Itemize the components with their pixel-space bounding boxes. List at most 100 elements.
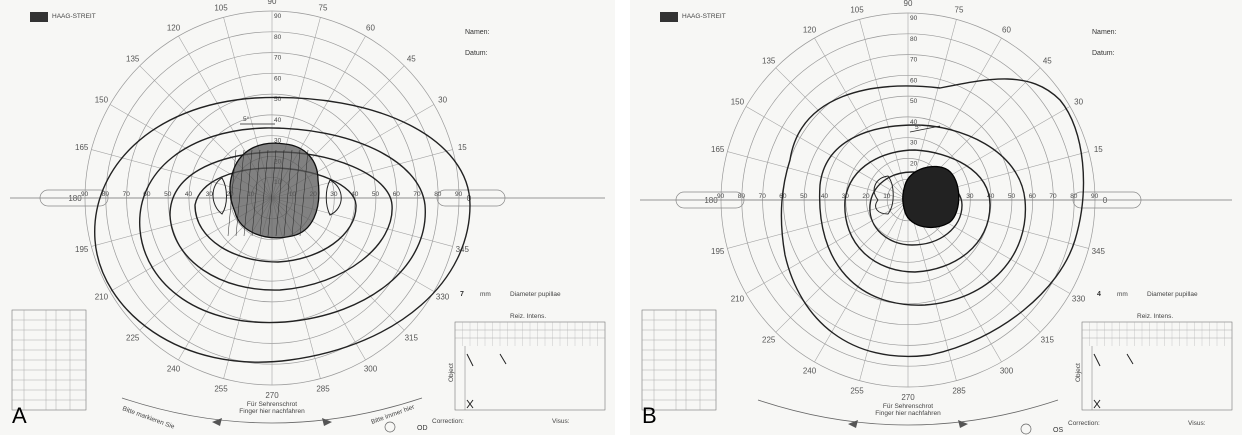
meridian-label-135: 135 <box>126 55 140 64</box>
meridian-label-255: 255 <box>214 384 228 393</box>
meridian-label-195: 195 <box>711 247 725 256</box>
panel-B: HS HAAG-STREIT Namen: Datum: 0 15 30 45 60 75 90 10… <box>630 0 1242 435</box>
table-x-mark <box>1093 399 1101 409</box>
radius-label-right-40: 40 <box>987 193 995 200</box>
meridian-line <box>727 199 909 249</box>
radius-label-top-40: 40 <box>910 119 918 126</box>
meridian-label-105: 105 <box>850 6 864 15</box>
pupil-value: 7 <box>460 291 464 298</box>
radius-label-left-90: 90 <box>717 193 725 200</box>
isopter-line <box>844 149 991 273</box>
annotation-5deg: 5° <box>915 123 922 131</box>
meridian-label-75: 75 <box>955 6 964 15</box>
radius-label-right-40: 40 <box>351 191 359 198</box>
meridian-label-330: 330 <box>436 293 450 302</box>
table-header: Reiz. Intens. <box>1137 313 1173 320</box>
meridian-label-120: 120 <box>803 25 817 34</box>
meridian-label-30: 30 <box>1074 98 1083 107</box>
meridian-label-210: 210 <box>95 293 109 302</box>
meridian-label-330: 330 <box>1072 295 1086 304</box>
panel-letter-A: A <box>12 403 27 428</box>
radius-label-left-10: 10 <box>883 193 891 200</box>
meridian-line <box>745 106 909 201</box>
meridian-line <box>727 151 909 201</box>
name-label: Namen: <box>1092 29 1117 36</box>
eye-label: OD <box>417 425 428 432</box>
meridian-label-165: 165 <box>75 143 89 152</box>
axis-label-box-right <box>1072 191 1142 209</box>
bottom-mid-2: Finger hier nachfahren <box>875 410 941 417</box>
radius-label-left-50: 50 <box>800 193 808 200</box>
radius-label-top-80: 80 <box>910 36 918 43</box>
radius-label-top-70: 70 <box>274 55 282 62</box>
radius-label-left-20: 20 <box>862 193 870 200</box>
radius-label-top-70: 70 <box>910 57 918 64</box>
radius-label-left-50: 50 <box>164 191 172 198</box>
correction-label: Correction: <box>432 418 464 425</box>
radius-label-right-90: 90 <box>455 191 463 198</box>
visus-label: Visus: <box>552 418 570 425</box>
meridian-label-270: 270 <box>901 393 915 402</box>
axis-label-box-left <box>675 191 745 209</box>
meridian-label-15: 15 <box>1094 145 1103 154</box>
radius-label-left-30: 30 <box>206 191 214 198</box>
bottom-mid-2: Finger hier nachfahren <box>239 408 305 415</box>
scotoma-hatch <box>227 149 237 237</box>
pupil-value: 4 <box>1097 291 1101 298</box>
radius-label-top-40: 40 <box>274 117 282 124</box>
meridian-line <box>859 19 909 201</box>
bottom-mid-1: Für Sehrenschrot <box>883 403 933 410</box>
meridian-label-270: 270 <box>265 391 279 400</box>
table-x-mark <box>466 399 474 409</box>
meridian-label-210: 210 <box>731 295 745 304</box>
meridian-label-30: 30 <box>438 96 447 105</box>
radius-label-top-50: 50 <box>910 98 918 105</box>
isopter-line <box>780 78 1085 357</box>
panel-A: HS HAAG-STREITNamen:Datum:015304560759010… <box>0 0 615 435</box>
brand-logo <box>660 12 678 22</box>
arrow-right <box>958 420 968 428</box>
brand-name: HAAG-STREIT <box>52 13 96 20</box>
meridian-line <box>745 199 909 294</box>
object-label: Object <box>448 363 455 382</box>
meridian-label-90: 90 <box>268 0 277 6</box>
meridian-label-225: 225 <box>762 335 776 344</box>
table-mark <box>466 353 507 367</box>
radius-label-right-70: 70 <box>413 191 421 198</box>
meridian-label-345: 345 <box>1092 247 1106 256</box>
central-scotoma <box>902 165 960 229</box>
meridian-label-255: 255 <box>850 386 864 395</box>
meridian-label-285: 285 <box>316 384 330 393</box>
date-label: Datum: <box>1092 50 1115 57</box>
annotation-5deg: 5° <box>243 115 250 123</box>
radius-label-right-70: 70 <box>1049 193 1057 200</box>
scotoma-hatch <box>267 149 277 237</box>
brand-mark: HS <box>662 16 672 23</box>
central-scotoma <box>229 142 320 239</box>
table-mark <box>1093 353 1134 367</box>
meridian-label-300: 300 <box>364 365 378 374</box>
scotoma-hatch <box>299 149 309 237</box>
blind-spot-left <box>873 175 894 215</box>
radius-label-right-30: 30 <box>330 191 338 198</box>
isopter-line <box>869 171 963 246</box>
brand-mark: HS <box>32 16 42 23</box>
isopter-line <box>139 127 426 324</box>
meridian-label-315: 315 <box>1041 335 1055 344</box>
brand-logo <box>30 12 48 22</box>
meridian-line <box>814 37 909 201</box>
name-label: Namen: <box>465 29 490 36</box>
meridian-label-90: 90 <box>904 0 913 8</box>
axis-label-box-left <box>39 189 109 207</box>
radius-label-top-30: 30 <box>274 138 282 145</box>
isopter-line <box>169 151 393 291</box>
meridian-label-240: 240 <box>167 365 181 374</box>
meridian-label-150: 150 <box>731 98 745 107</box>
visus-label: Visus: <box>1188 420 1206 427</box>
scotoma-hatch <box>291 149 301 237</box>
pupil-unit: mm <box>1117 291 1128 298</box>
meridian-label-45: 45 <box>407 55 416 64</box>
radius-label-top-60: 60 <box>910 77 918 84</box>
object-label: Object <box>1075 363 1082 382</box>
